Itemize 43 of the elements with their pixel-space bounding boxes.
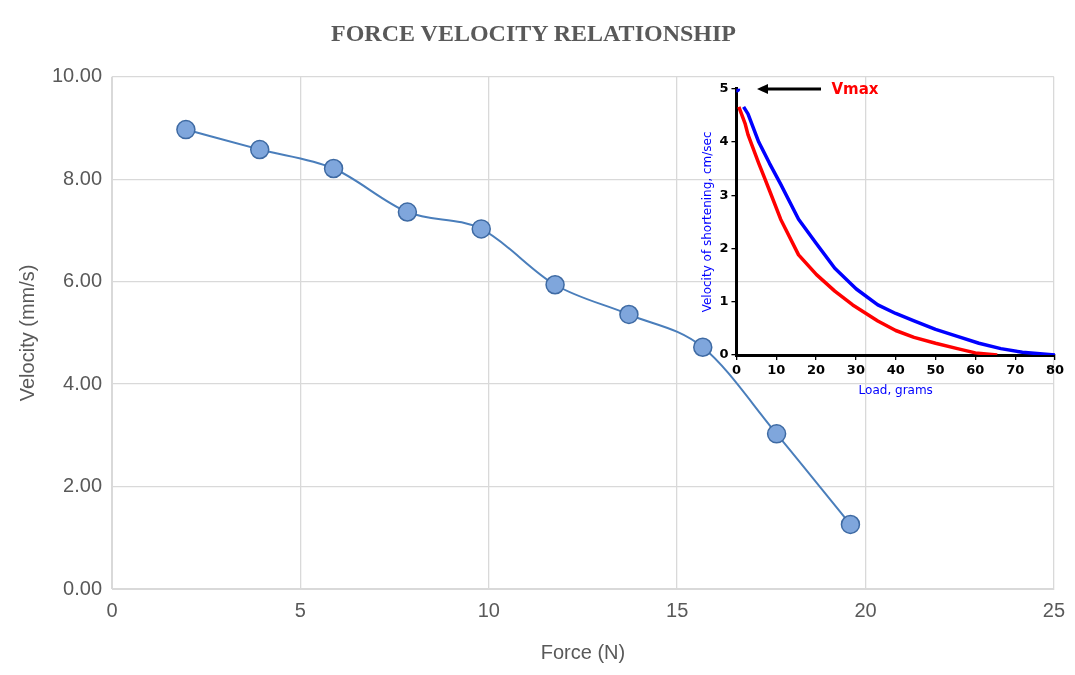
x-tick-label: 25 — [1042, 598, 1065, 621]
point — [176, 119, 196, 140]
y-tick-label: 2 — [719, 239, 729, 255]
y-tick-label: 6.00 — [63, 269, 103, 292]
x-tick-label: 60 — [966, 362, 985, 378]
x-tick-label: 20 — [807, 362, 826, 378]
point — [249, 139, 270, 160]
annotation: Vmax — [831, 79, 879, 98]
x-tick-label: 70 — [1006, 362, 1025, 378]
point — [766, 424, 787, 444]
chart-title: FORCE VELOCITY RELATIONSHIP — [331, 19, 736, 46]
x-tick-label: 20 — [854, 598, 877, 621]
y-axis-title: Velocity of shortening, cm/sec — [700, 131, 715, 313]
point — [840, 514, 861, 535]
y-tick-label: 2.00 — [63, 474, 103, 497]
point — [545, 275, 565, 295]
x-axis-title: Load, grams — [858, 382, 933, 397]
x-tick-label: 15 — [666, 598, 689, 621]
x-tick-label: 30 — [846, 362, 865, 378]
x-tick-label: 0 — [731, 362, 741, 378]
y-tick-label: 8.00 — [63, 166, 103, 189]
y-tick-label: 3 — [719, 186, 729, 202]
y-tick-label: 4.00 — [63, 371, 103, 394]
x-tick-label: 10 — [477, 598, 500, 621]
y-tick-label: 10.00 — [51, 64, 103, 87]
x-axis-title: Force (N) — [540, 640, 626, 663]
y-axis-title: Velocity (mm/s) — [15, 264, 38, 402]
x-tick-label: 80 — [1045, 362, 1065, 378]
x-tick-label: 5 — [294, 598, 306, 621]
y-tick-label: 4 — [719, 133, 729, 149]
point — [471, 219, 491, 239]
point — [693, 337, 713, 357]
x-tick-label: 10 — [767, 362, 786, 378]
point — [619, 304, 639, 325]
x-tick-label: 40 — [886, 362, 905, 378]
y-tick-label: 0 — [719, 346, 729, 362]
y-tick-label: 5 — [719, 80, 729, 96]
point — [397, 202, 418, 222]
x-tick-label: 0 — [106, 598, 118, 621]
x-tick-label: 50 — [926, 362, 945, 378]
y-tick-label: 0.00 — [63, 576, 103, 599]
point — [323, 158, 344, 179]
y-tick-label: 1 — [719, 293, 729, 309]
